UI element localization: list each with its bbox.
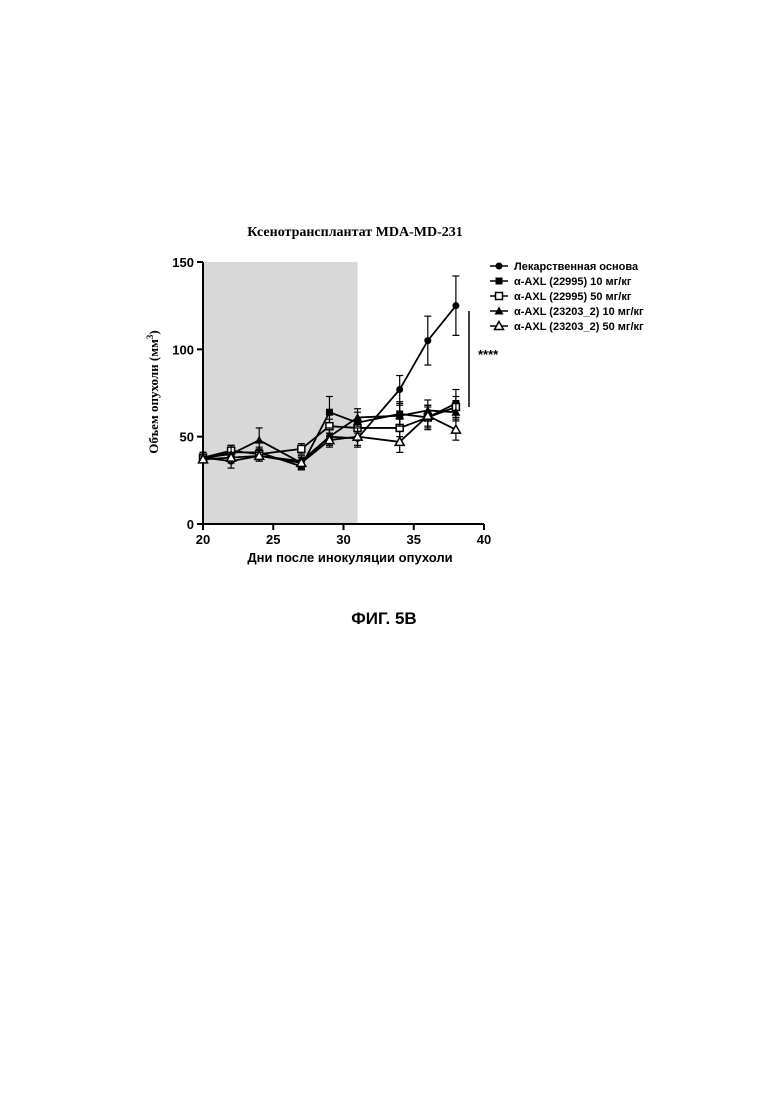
data-point xyxy=(424,337,431,344)
legend-label: α-AXL (23203_2) 50 мг/кг xyxy=(514,321,644,333)
figure-caption: ФИГ. 5В xyxy=(351,609,416,628)
significance-annotation: **** xyxy=(478,347,499,362)
x-tick-label: 30 xyxy=(336,532,350,547)
legend-label: α-AXL (22995) 50 мг/кг xyxy=(514,291,632,303)
shaded-region xyxy=(203,262,358,524)
legend-label: Лекарственная основа xyxy=(514,261,639,273)
data-point xyxy=(451,425,460,433)
y-tick-label: 100 xyxy=(172,342,194,357)
y-tick-label: 150 xyxy=(172,255,194,270)
x-tick-label: 25 xyxy=(266,532,280,547)
data-point xyxy=(326,409,333,416)
x-tick-label: 40 xyxy=(477,532,491,547)
y-ticks: 0 50 100 150 xyxy=(172,255,203,532)
x-ticks: 20 25 30 35 40 xyxy=(196,524,491,547)
y-tick-label: 0 xyxy=(187,517,194,532)
y-tick-label: 50 xyxy=(180,430,194,445)
y-axis-label: Объем опухоли (мм3) xyxy=(145,330,161,453)
data-point xyxy=(452,302,459,309)
chart-title: Ксенотрансплантат MDA-MD-231 xyxy=(247,225,463,240)
legend-label: α-AXL (22995) 10 мг/кг xyxy=(514,276,632,288)
legend-label: α-AXL (23203_2) 10 мг/кг xyxy=(514,306,644,318)
data-point xyxy=(298,445,305,452)
legend-marker xyxy=(496,263,503,270)
legend-marker xyxy=(496,293,503,300)
legend-marker xyxy=(496,278,503,285)
data-point xyxy=(396,386,403,393)
legend: Лекарственная основа α-AXL (22995) 10 мг/… xyxy=(490,261,644,333)
x-axis-label: Дни после инокуляции опухоли xyxy=(247,550,452,565)
x-tick-label: 20 xyxy=(196,532,210,547)
x-tick-label: 35 xyxy=(407,532,421,547)
